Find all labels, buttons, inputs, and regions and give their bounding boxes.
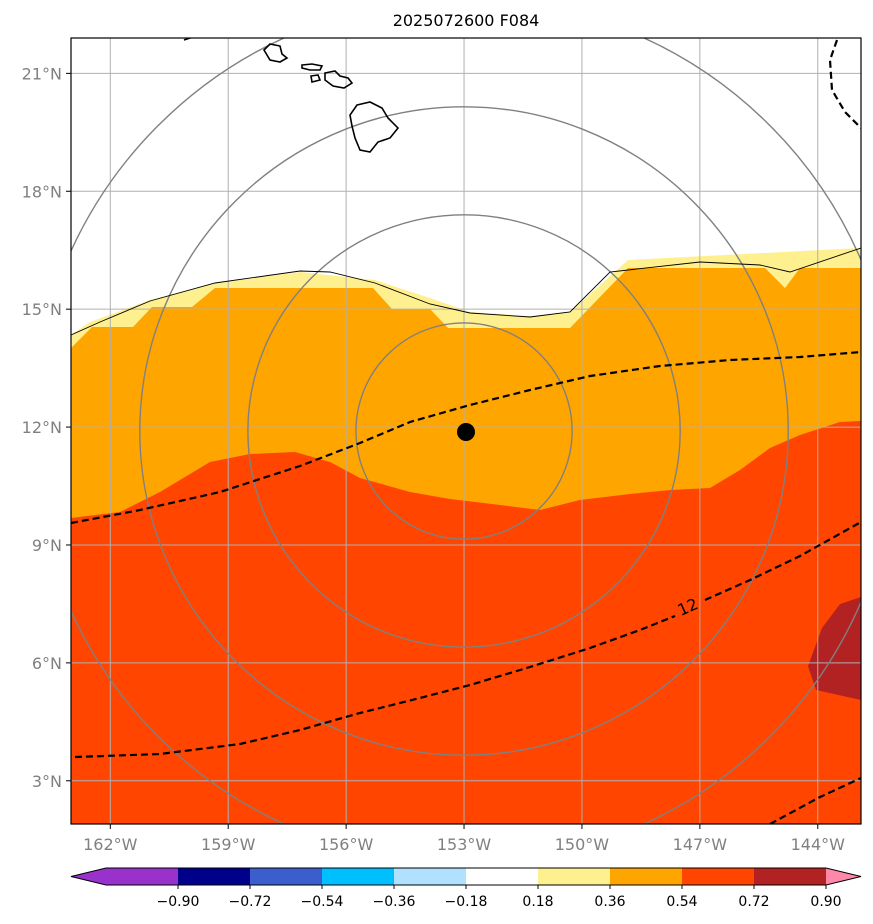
colorbar-tick-labels: −0.90 −0.72 −0.54 −0.36 −0.18 0.18 0.36 0.54 0.7…	[157, 885, 842, 910]
latitude-tick-labels: 3°N 6°N 9°N 12°N 15°N 18°N 21°N	[22, 64, 71, 791]
colorbar-segment	[178, 868, 250, 885]
map-frame	[70, 37, 862, 825]
colorbar-segment	[394, 868, 466, 885]
lon-tick-label: 150°W	[555, 835, 610, 854]
lat-tick-label: 15°N	[22, 300, 62, 319]
dashed-contour-middle	[74, 614, 676, 759]
lat-tick-label: 12°N	[22, 418, 62, 437]
colorbar-segment	[106, 868, 178, 885]
lon-tick-label: 153°W	[437, 835, 492, 854]
colorbar-segment	[682, 868, 754, 885]
lat-tick-label: 21°N	[22, 64, 62, 83]
longitude-tick-labels: 162°W 159°W 156°W 153°W 150°W 147°W 144°W	[83, 824, 845, 854]
lon-tick-label: 159°W	[201, 835, 256, 854]
colorbar-tick-label: −0.36	[373, 894, 416, 910]
colorbar-tick-label: −0.90	[157, 894, 200, 910]
colorbar-outline	[70, 867, 862, 886]
colorbar-tick-label: 0.36	[594, 894, 625, 910]
lat-tick-label: 9°N	[32, 536, 62, 555]
colorbar-tick-label: 0.90	[810, 894, 841, 910]
colorbar-segment	[538, 868, 610, 885]
range-ring-2	[247, 214, 681, 648]
lat-tick-label: 6°N	[32, 654, 62, 673]
map-area: 12	[71, 38, 861, 824]
lat-tick-label: 3°N	[32, 772, 62, 791]
colorbar-segment	[322, 868, 394, 885]
lon-tick-label: 156°W	[319, 835, 374, 854]
map-title: 2025072600 F084	[393, 11, 540, 30]
range-ring-1	[355, 322, 573, 540]
colorbar-tick-label: −0.72	[229, 894, 272, 910]
colorbar-segment	[250, 868, 322, 885]
zero-contour-line	[71, 247, 861, 336]
colorbar-tick-label: 0.72	[738, 894, 769, 910]
lon-tick-label: 144°W	[791, 835, 846, 854]
colorbar-tick-label: 0.54	[666, 894, 697, 910]
colorbar-segment	[754, 868, 826, 885]
colorbar-tick-label: −0.54	[301, 894, 344, 910]
colorbar-tick-label: 0.18	[522, 894, 553, 910]
range-rings	[71, 38, 861, 824]
colorbar-under-extension	[71, 868, 106, 885]
colorbar-segment	[466, 868, 538, 885]
dashed-contour-middle-right	[704, 521, 861, 602]
dashed-contour-lower-right	[769, 777, 861, 824]
colorbar	[70, 867, 862, 886]
lon-tick-label: 147°W	[673, 835, 728, 854]
colorbar-tick-label: −0.18	[445, 894, 488, 910]
colorbar-segment	[610, 868, 682, 885]
lon-tick-label: 162°W	[83, 835, 138, 854]
hawaii-coastlines	[183, 38, 400, 153]
dashed-contour-top-right	[828, 39, 861, 129]
colorbar-over-extension	[826, 868, 861, 885]
range-ring-3	[139, 106, 789, 756]
lat-tick-label: 18°N	[22, 182, 62, 201]
storm-center-marker	[457, 423, 475, 441]
